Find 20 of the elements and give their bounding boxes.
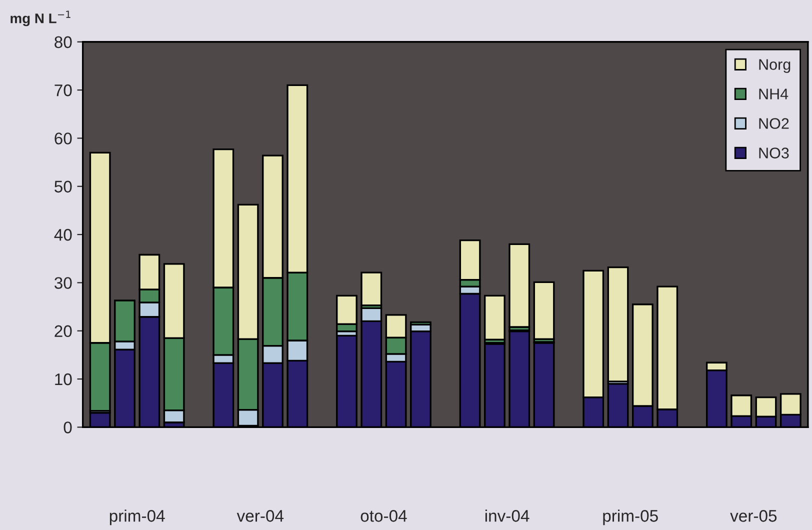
text: inv-04 — [485, 510, 530, 522]
y-tick-label: 0 — [64, 422, 72, 434]
y-tick-label: 70 — [54, 84, 72, 96]
y-tick-label: 20 — [54, 325, 72, 338]
text: prim-04 — [110, 510, 165, 526]
y-tick-label: 40 — [54, 228, 72, 241]
legend-label: NH4 — [759, 88, 788, 100]
y-tick-label: 30 — [54, 277, 72, 289]
legend-label: NO3 — [759, 148, 789, 158]
legend-label: NO2 — [759, 118, 789, 129]
text: prim-05 — [603, 510, 658, 526]
legend-label: Norg — [759, 59, 790, 73]
text: ver-05 — [730, 510, 777, 522]
y-tick-label: 80 — [54, 36, 72, 48]
y-tick-label: 50 — [54, 180, 72, 193]
text: oto-04 — [360, 510, 407, 522]
text: ver-04 — [236, 510, 284, 522]
y-tick-label: 10 — [55, 373, 72, 386]
y-tick-label: 60 — [54, 132, 72, 144]
y-axis-title: mg N L$^{−1}$ — [10, 10, 70, 26]
